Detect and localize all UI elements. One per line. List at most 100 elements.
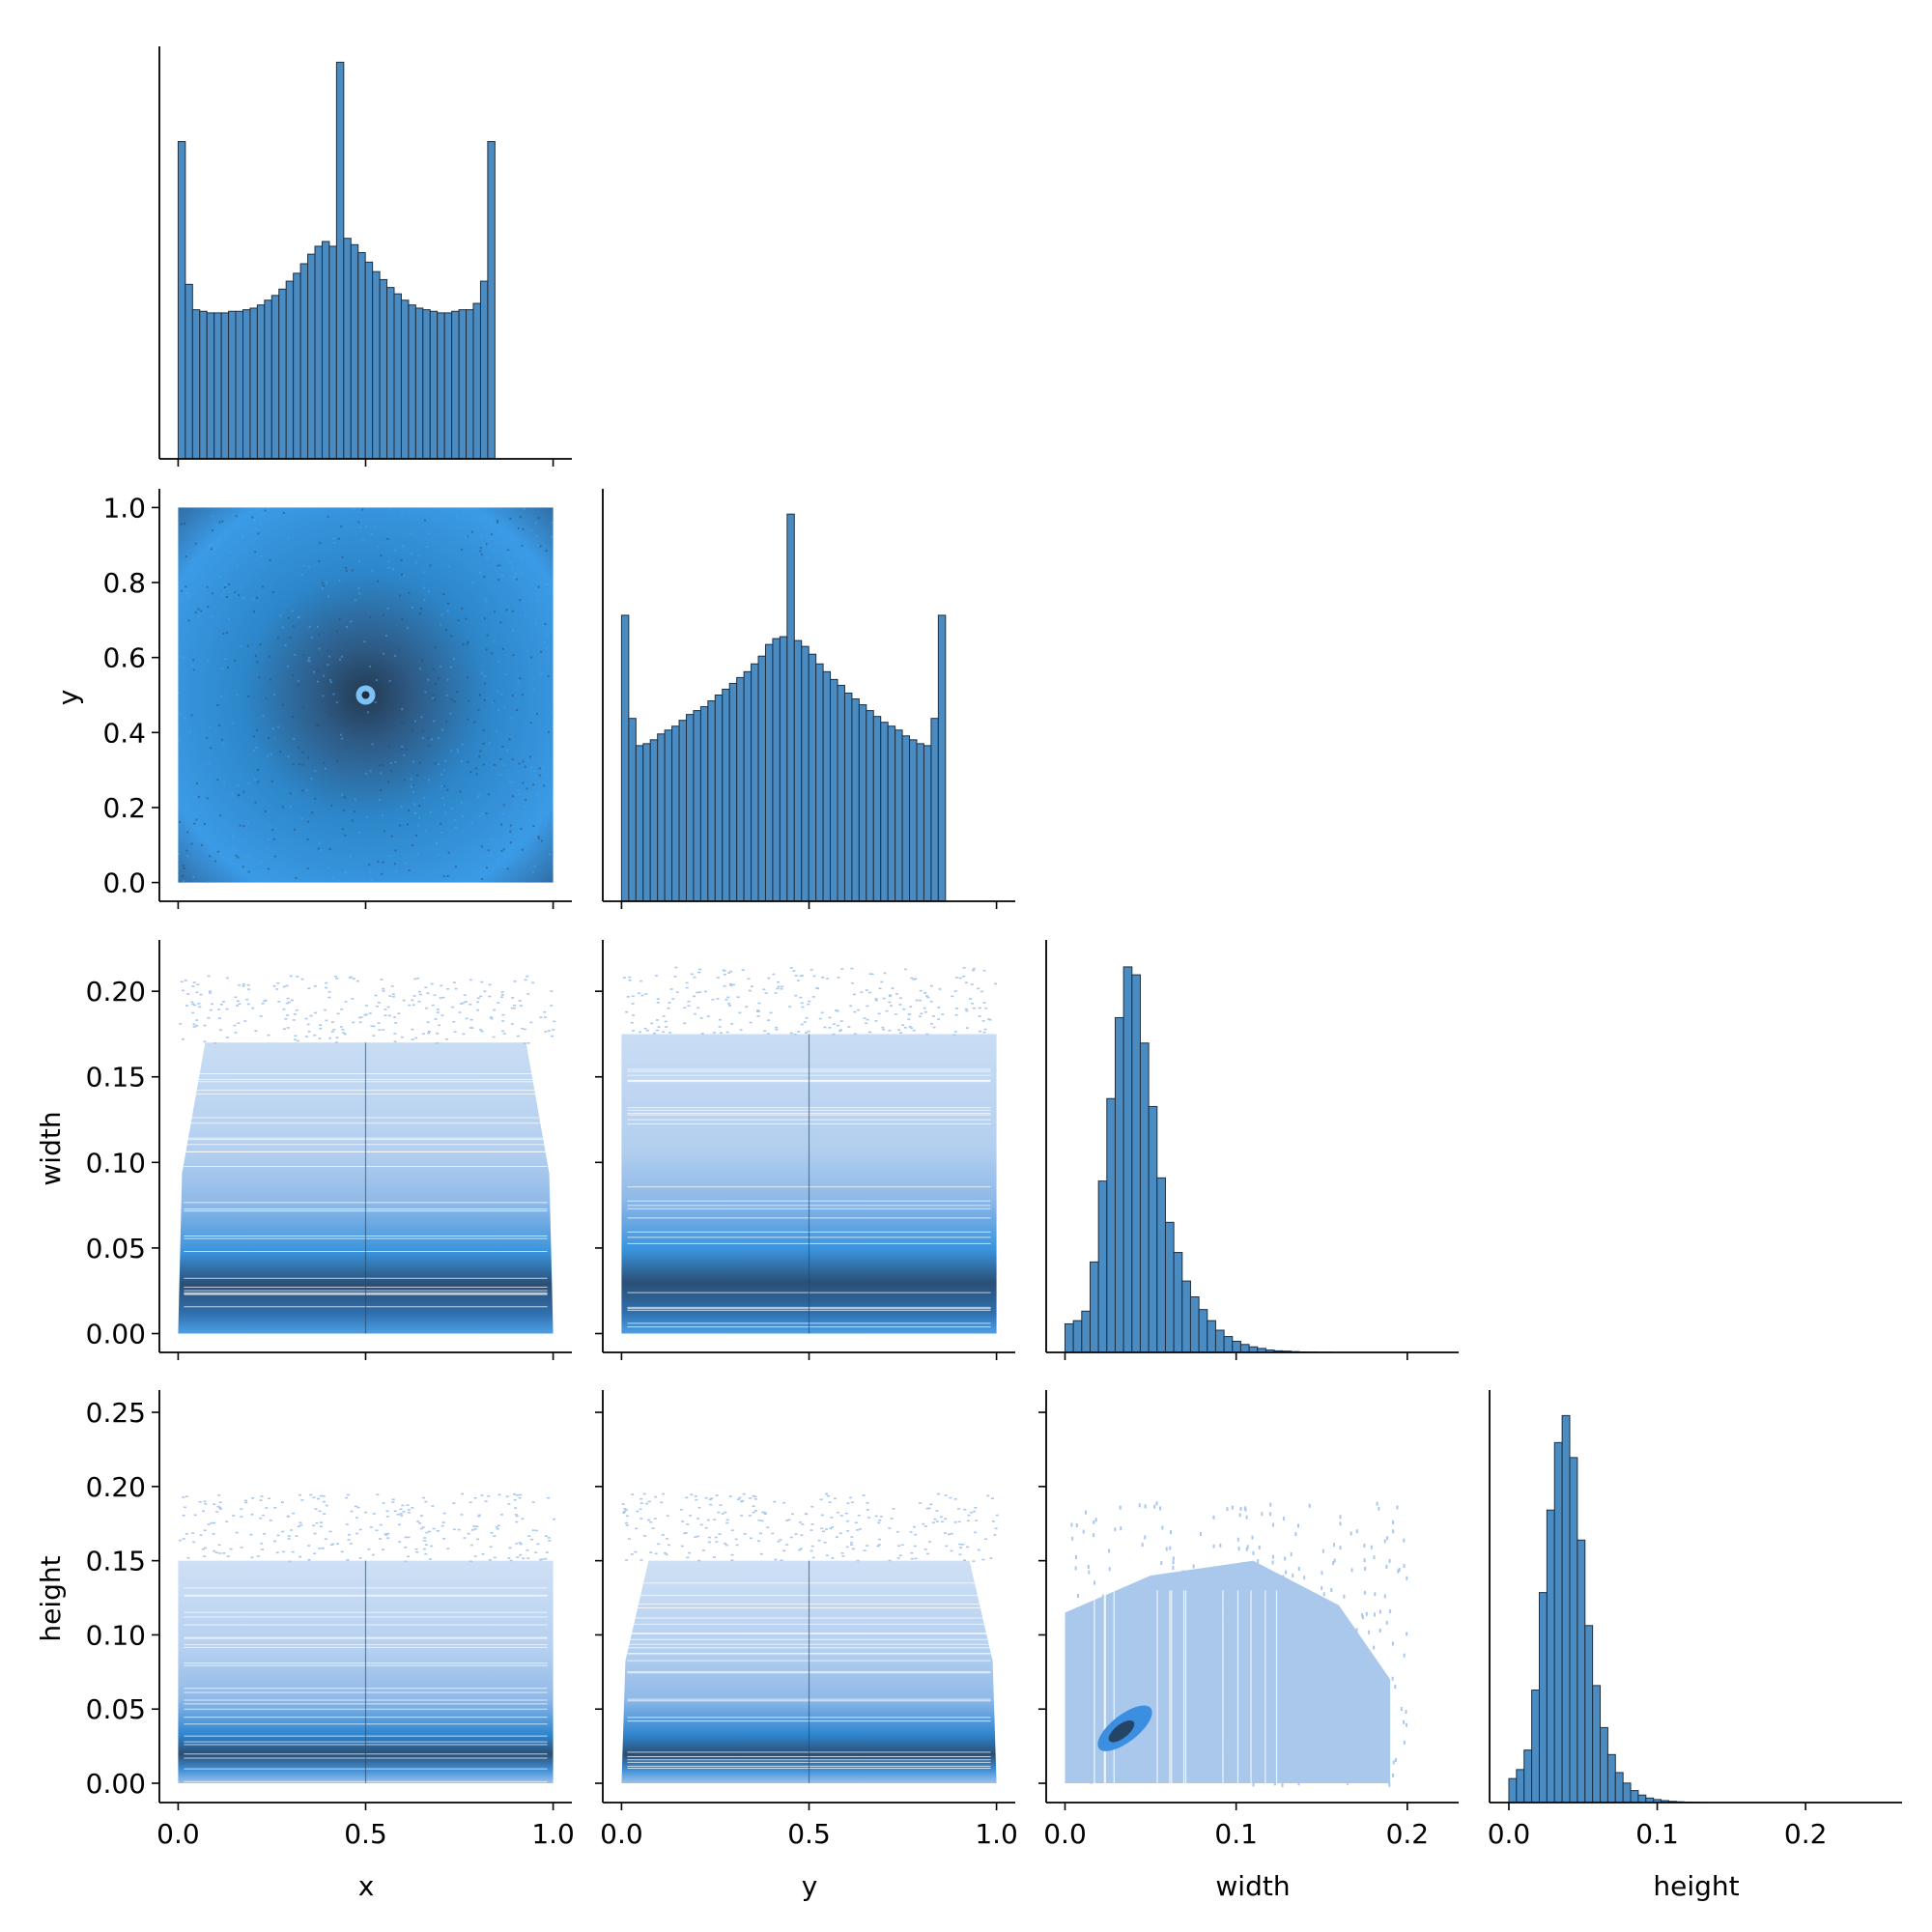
speckle [1257,1559,1260,1564]
speckle [1237,1735,1240,1740]
speckle [334,1041,338,1043]
density-cell [193,814,196,817]
density-cell [292,674,295,677]
speckle [1093,1533,1095,1538]
density-cell [259,522,262,525]
speckle [912,979,916,980]
speckle [324,1009,327,1011]
speckle [1294,1532,1297,1537]
density-cell [511,694,514,696]
speckle [526,1549,529,1551]
speckle [1378,1628,1381,1633]
speckle [649,1551,653,1553]
speckle [263,1000,267,1003]
speckle [286,1014,290,1016]
speckle [330,1031,334,1033]
speckle [1075,1523,1078,1528]
speckle [424,1552,428,1555]
speckle [1193,1701,1196,1706]
density-cell [400,721,403,724]
speckle [724,1544,728,1547]
speckle [1252,1550,1255,1555]
speckle [1108,1596,1111,1601]
speckle [457,1528,461,1531]
speckle [406,1504,410,1506]
speckle [668,1032,672,1034]
speckle [1127,1621,1130,1626]
speckle [182,1496,185,1498]
density-cell [358,526,361,528]
speckle [475,1525,479,1528]
density-cell [261,513,264,516]
speckle [488,995,492,998]
speckle [889,994,893,996]
density-cell [236,564,239,567]
speckle [1345,1641,1348,1646]
density-cell [543,641,546,644]
density-cell [485,600,488,603]
speckle [849,1005,853,1008]
speckle [461,1002,465,1005]
histogram-bar [1523,1749,1533,1804]
speckle [191,1011,195,1014]
speckle [393,1040,397,1043]
speckle [804,1513,808,1515]
speckle [647,1500,651,1503]
x-tick-label: 0.0 [600,1818,643,1850]
speckle [286,1515,290,1518]
density-cell [292,625,295,628]
speckle [376,1493,380,1496]
speckle [965,1027,969,1029]
density-cell [493,639,496,642]
density-cell [180,523,183,526]
speckle [930,1022,934,1025]
speckle [399,1508,403,1511]
speckle [514,1514,518,1516]
density-cell [178,692,181,695]
speckle [832,1023,836,1025]
density-cell [434,762,437,765]
speckle [250,1514,254,1516]
density-cell [440,831,443,834]
speckle [1370,1663,1373,1668]
speckle [1340,1721,1343,1726]
histogram-bar [1223,1336,1234,1353]
speckle [762,988,766,991]
speckle [327,991,331,993]
histogram-bar [699,706,709,902]
speckle [1098,1712,1101,1717]
speckle [736,1498,740,1501]
speckle [1363,1590,1366,1595]
speckle [665,1538,668,1540]
density-cell [190,842,193,845]
density-cell [340,733,343,736]
density-cell [226,632,229,635]
speckle [1297,1630,1300,1634]
density-cell [293,737,296,740]
speckle [1176,1675,1179,1680]
speckle [267,1034,270,1037]
speckle [752,1494,755,1497]
density-cell [357,521,360,524]
speckle [436,1042,440,1044]
density-cell [185,585,187,588]
density-cell [390,769,393,772]
speckle [823,1541,827,1544]
density-cell [479,571,482,574]
density-cell [386,781,389,783]
speckle [400,1515,404,1517]
density-cell [481,878,484,881]
speckle [513,1498,517,1501]
speckle [1187,1627,1190,1632]
x-tick-label: 0.1 [1214,1818,1258,1850]
speckle [753,1497,757,1500]
density-cell [536,713,539,716]
speckle [1373,1555,1376,1560]
density-cell [543,784,546,787]
speckle [935,1510,939,1512]
speckle [1169,1546,1172,1550]
density-cell [289,637,292,639]
speckle [178,1539,182,1542]
density-cell [241,586,243,589]
histogram-bar [1072,1320,1083,1353]
